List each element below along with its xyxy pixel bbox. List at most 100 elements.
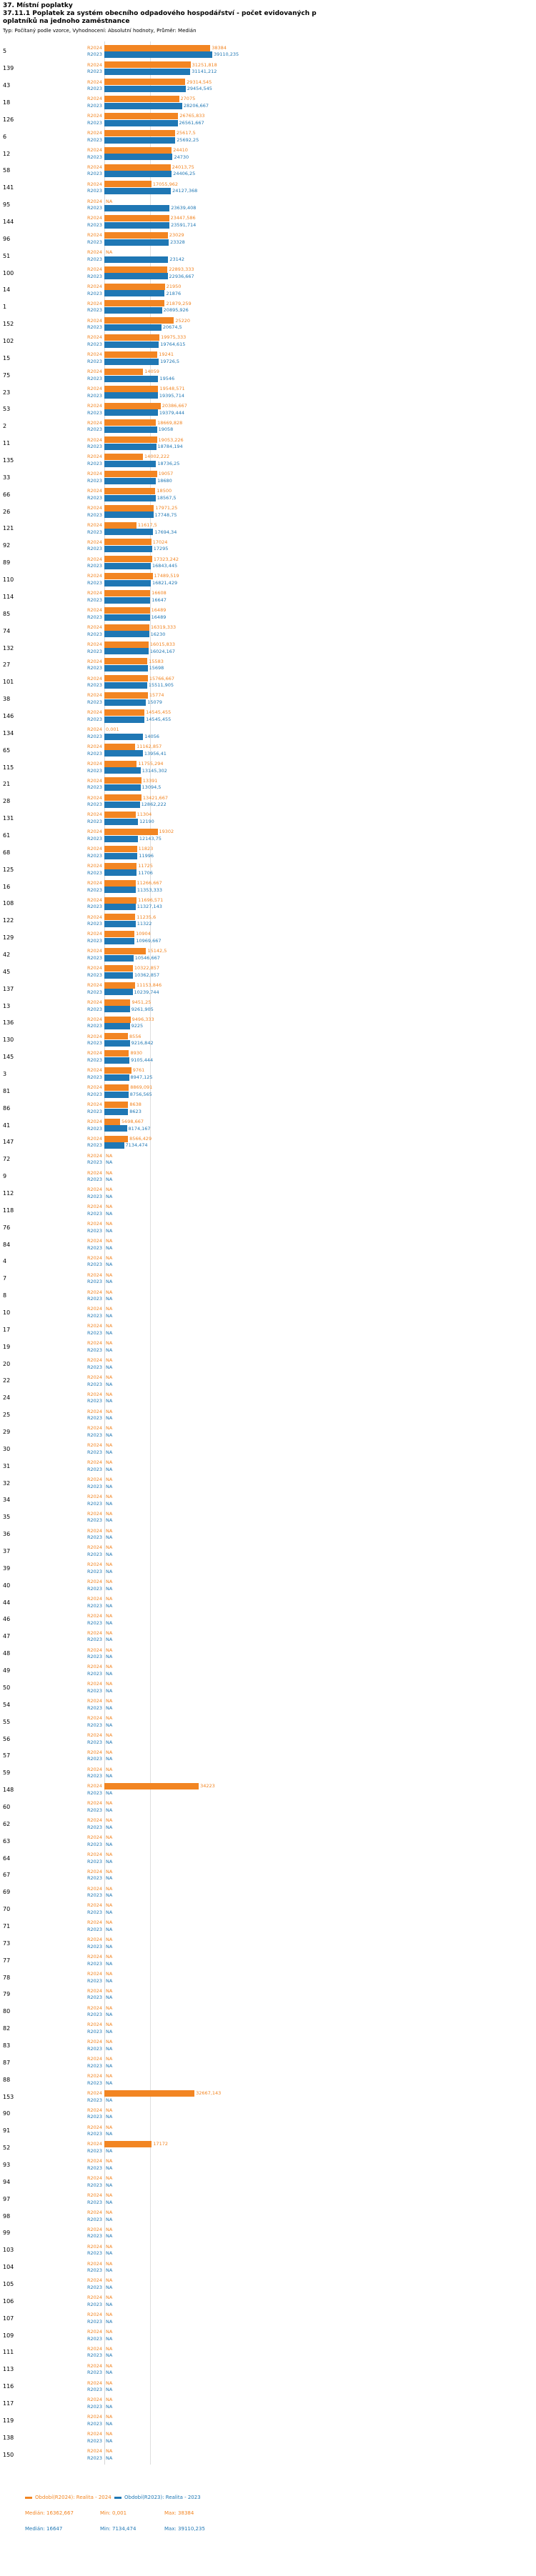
bar-r2024[interactable] [104, 743, 136, 750]
bar-r2023[interactable] [104, 529, 154, 536]
bar-r2023[interactable] [104, 818, 139, 825]
bar-r2023[interactable] [104, 443, 157, 450]
bar-r2023[interactable] [104, 136, 176, 144]
bar-r2024[interactable] [104, 181, 152, 188]
bar-r2023[interactable] [104, 852, 138, 859]
bar-r2023[interactable] [104, 409, 158, 416]
bar-r2023[interactable] [104, 1108, 129, 1115]
bar-r2023[interactable] [104, 51, 212, 59]
bar-r2024[interactable] [104, 300, 165, 307]
bar-r2023[interactable] [104, 69, 191, 76]
bar-r2024[interactable] [104, 231, 168, 239]
bar-r2023[interactable] [104, 119, 178, 126]
bar-r2023[interactable] [104, 460, 157, 467]
bar-r2024[interactable] [104, 606, 150, 614]
bar-r2023[interactable] [104, 921, 136, 928]
bar-r2024[interactable] [104, 948, 147, 955]
bar-r2024[interactable] [104, 1084, 129, 1091]
bar-r2023[interactable] [104, 290, 165, 297]
legend-item-r2023[interactable]: Období(R2023): Realita - 2023 [114, 2495, 204, 2500]
bar-r2023[interactable] [104, 511, 154, 519]
bar-r2023[interactable] [104, 802, 140, 809]
bar-r2023[interactable] [104, 1074, 129, 1081]
bar-r2023[interactable] [104, 1040, 130, 1047]
bar-r2024[interactable] [104, 692, 148, 699]
bar-r2024[interactable] [104, 539, 152, 546]
bar-r2024[interactable] [104, 624, 149, 631]
bar-r2024[interactable] [104, 334, 160, 341]
bar-r2023[interactable] [104, 767, 141, 774]
bar-r2024[interactable] [104, 1118, 120, 1125]
bar-r2023[interactable] [104, 188, 172, 195]
bar-r2023[interactable] [104, 954, 134, 962]
bar-r2023[interactable] [104, 426, 157, 434]
bar-r2024[interactable] [104, 317, 174, 324]
bar-r2024[interactable] [104, 368, 144, 375]
bar-r2024[interactable] [104, 2141, 152, 2148]
bar-r2023[interactable] [104, 1125, 127, 1132]
bar-r2024[interactable] [104, 1067, 131, 1074]
bar-r2023[interactable] [104, 375, 159, 382]
bar-r2024[interactable] [104, 351, 158, 358]
bar-r2024[interactable] [104, 760, 137, 767]
bar-r2024[interactable] [104, 829, 158, 836]
bar-r2024[interactable] [104, 556, 152, 563]
bar-r2023[interactable] [104, 835, 138, 842]
bar-r2023[interactable] [104, 1023, 130, 1030]
bar-r2023[interactable] [104, 477, 157, 484]
bar-r2023[interactable] [104, 273, 168, 280]
bar-r2024[interactable] [104, 999, 131, 1006]
bar-r2023[interactable] [104, 204, 170, 211]
bar-r2024[interactable] [104, 283, 165, 290]
bar-r2023[interactable] [104, 307, 162, 314]
bar-r2024[interactable] [104, 658, 148, 665]
bar-r2024[interactable] [104, 914, 136, 921]
bar-r2024[interactable] [104, 266, 168, 273]
bar-r2024[interactable] [104, 44, 211, 51]
bar-r2023[interactable] [104, 102, 182, 109]
bar-r2024[interactable] [104, 112, 179, 119]
bar-r2023[interactable] [104, 887, 136, 894]
bar-r2023[interactable] [104, 579, 151, 586]
bar-r2024[interactable] [104, 982, 136, 989]
bar-r2023[interactable] [104, 256, 169, 263]
bar-r2024[interactable] [104, 1101, 129, 1108]
bar-r2024[interactable] [104, 1016, 131, 1023]
bar-r2023[interactable] [104, 341, 159, 348]
bar-r2023[interactable] [104, 614, 150, 621]
bar-r2024[interactable] [104, 845, 137, 852]
legend-item-r2024[interactable]: Období(R2024): Realita - 2024 [25, 2495, 114, 2500]
bar-r2024[interactable] [104, 862, 137, 869]
bar-r2024[interactable] [104, 879, 136, 887]
bar-r2024[interactable] [104, 454, 144, 461]
bar-r2023[interactable] [104, 869, 137, 877]
bar-r2024[interactable] [104, 590, 151, 597]
bar-r2024[interactable] [104, 1033, 129, 1040]
bar-r2024[interactable] [104, 146, 172, 154]
bar-r2023[interactable] [104, 665, 148, 672]
bar-r2024[interactable] [104, 794, 142, 802]
bar-r2024[interactable] [104, 61, 191, 69]
bar-r2024[interactable] [104, 964, 133, 972]
bar-r2024[interactable] [104, 504, 154, 511]
bar-r2023[interactable] [104, 154, 173, 161]
bar-r2023[interactable] [104, 358, 159, 365]
bar-r2023[interactable] [104, 324, 162, 331]
bar-r2024[interactable] [104, 436, 157, 444]
bar-r2024[interactable] [104, 573, 153, 580]
bar-r2023[interactable] [104, 648, 149, 655]
bar-r2023[interactable] [104, 716, 145, 723]
bar-r2023[interactable] [104, 904, 136, 911]
bar-r2024[interactable] [104, 419, 157, 426]
bar-r2023[interactable] [104, 221, 170, 229]
bar-r2023[interactable] [104, 699, 147, 706]
bar-r2023[interactable] [104, 1057, 130, 1064]
bar-r2023[interactable] [104, 392, 158, 399]
bar-r2024[interactable] [104, 675, 148, 682]
bar-r2023[interactable] [104, 733, 144, 740]
bar-r2024[interactable] [104, 641, 149, 648]
bar-r2023[interactable] [104, 494, 156, 501]
bar-r2024[interactable] [104, 164, 171, 171]
bar-r2024[interactable] [104, 777, 142, 784]
bar-r2023[interactable] [104, 989, 133, 996]
